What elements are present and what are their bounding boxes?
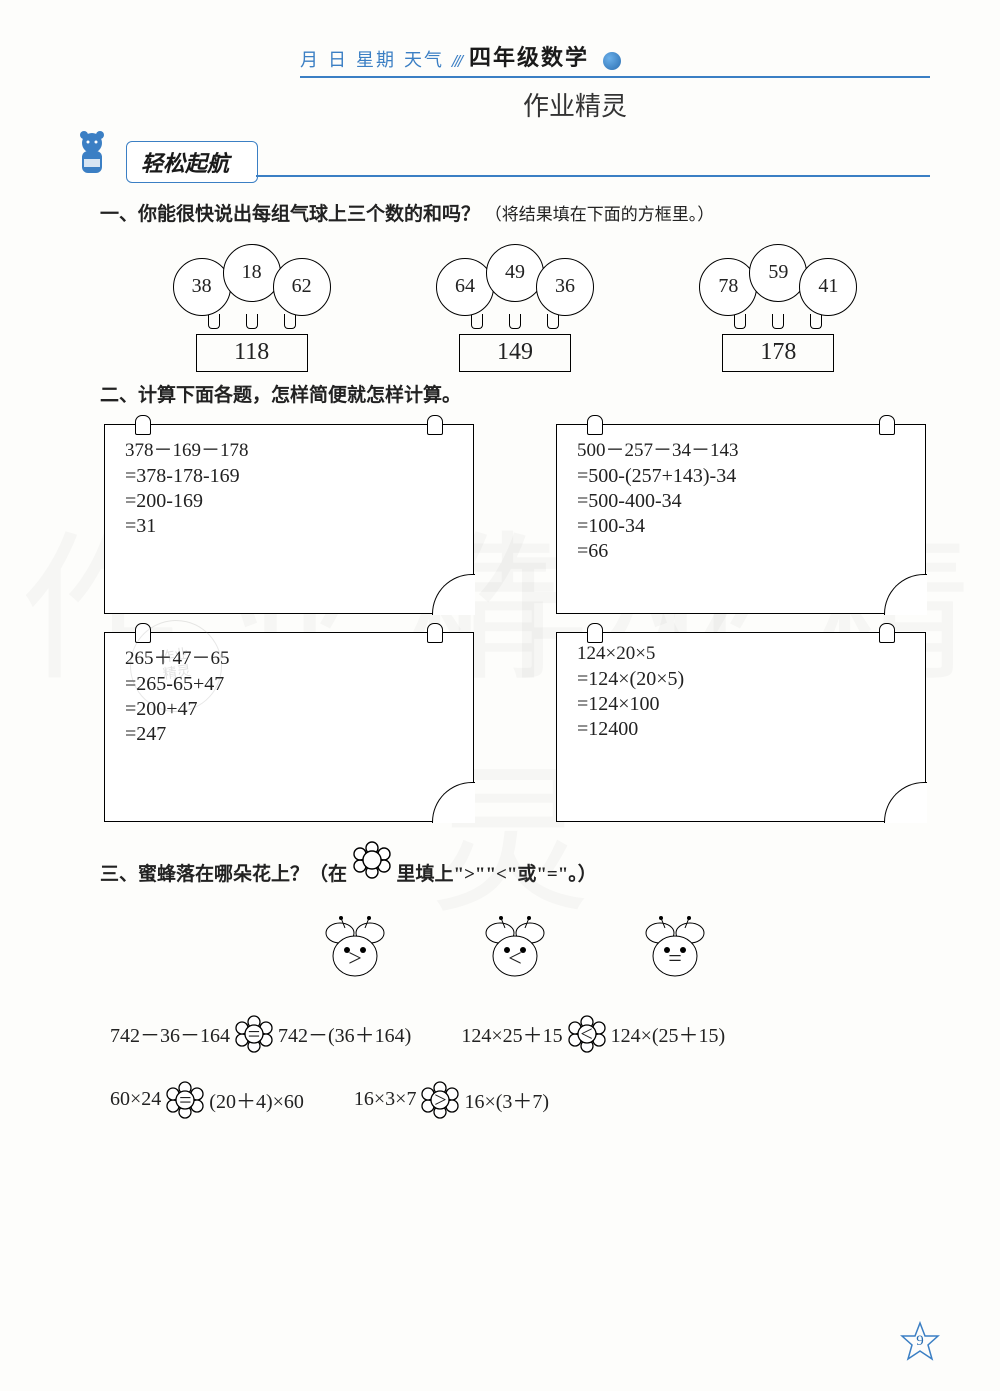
- header-subject: 四年级数学: [469, 40, 589, 72]
- q1-prompt-paren: （将结果填在下面的方框里。）: [485, 205, 715, 224]
- balloon-group: 78 59 41 178: [703, 244, 853, 372]
- comparison: 60×24 = (20＋4)×60: [110, 1080, 304, 1120]
- pin-icon: [427, 623, 443, 643]
- comp-line: 60×24 = (20＋4)×60 16×3×7 > 16×(3＋7): [110, 1080, 930, 1120]
- pin-icon: [879, 415, 895, 435]
- page: 作业精灵 作业精灵 月 日 星期 天气 /// 四年级数学 作业精灵 轻松起航 …: [0, 0, 1000, 1391]
- answer-box[interactable]: 118: [196, 334, 308, 372]
- pin-icon: [135, 415, 151, 435]
- balloon: 64: [436, 258, 494, 316]
- comparison: 124×25＋15 < 124×(25＋15): [461, 1014, 725, 1054]
- q3-prompt-pre: 三、蜜蜂落在哪朵花上？（在: [100, 864, 347, 885]
- comp-right: 16×(3＋7): [464, 1085, 549, 1114]
- pin-icon: [879, 623, 895, 643]
- q2-prompt: 二、计算下面各题，怎样简便就怎样计算。: [100, 382, 930, 411]
- balloon: 36: [536, 258, 594, 316]
- q1-prompt-main: 一、你能很快说出每组气球上三个数的和吗？: [100, 204, 480, 225]
- comp-left: 742－36－164: [110, 1019, 230, 1048]
- header-weekday: 星期: [356, 46, 396, 72]
- card-work[interactable]: =124×(20×5) =124×100 =12400: [577, 667, 909, 742]
- page-curl-icon: [884, 574, 927, 615]
- answer-box[interactable]: 149: [459, 334, 571, 372]
- balloon: 62: [273, 258, 331, 316]
- header-slashes: ///: [452, 51, 461, 72]
- stamp-line2: 精灵: [162, 664, 192, 685]
- comp-line: 742－36－164 = 742－(36＋164) 124×25＋15 < 12…: [110, 1014, 930, 1054]
- card-row-1: 378－169－178 =378-178-169 =200-169 =31 50…: [104, 424, 926, 614]
- card-row-2: 265＋47－65 =265-65+47 =200+47 =247 124×20…: [104, 632, 926, 822]
- balloon: 41: [799, 258, 857, 316]
- page-curl-icon: [884, 782, 927, 823]
- comparison: 16×3×7 > 16×(3＋7): [354, 1080, 549, 1120]
- bee-row: > < =: [100, 908, 930, 988]
- comp-symbol: =: [248, 1021, 260, 1047]
- header-month: 月: [300, 46, 320, 72]
- page-number-star: 9: [900, 1321, 940, 1361]
- balloon-group: 64 49 36 149: [440, 244, 590, 372]
- answer-box[interactable]: 178: [722, 334, 834, 372]
- comp-left: 60×24: [110, 1088, 161, 1111]
- bee-icon: >: [315, 908, 395, 988]
- comparison: 742－36－164 = 742－(36＋164): [110, 1014, 411, 1054]
- header-dot-icon: [603, 52, 621, 70]
- comp-right: 124×(25＋15): [611, 1019, 726, 1048]
- bee-icon: <: [475, 908, 555, 988]
- comparison-rows: 742－36－164 = 742－(36＋164) 124×25＋15 < 12…: [110, 1014, 930, 1120]
- card-work[interactable]: =500-(257+143)-34 =500-400-34 =100-34 =6…: [577, 464, 909, 564]
- flower-blank-icon: [352, 840, 392, 880]
- q1-prompt: 一、你能很快说出每组气球上三个数的和吗？ （将结果填在下面的方框里。）: [100, 201, 930, 230]
- page-curl-icon: [432, 782, 475, 823]
- comp-left: 16×3×7: [354, 1088, 417, 1111]
- q1-balloon-row: 38 18 62 118 64 49 36 149 78 59 41 178: [120, 244, 910, 372]
- page-curl-icon: [432, 574, 475, 615]
- bear-icon: [70, 129, 114, 183]
- section-header: 轻松起航: [70, 129, 930, 183]
- balloon: 38: [173, 258, 231, 316]
- card-problem: 124×20×5: [577, 643, 909, 665]
- q3-prompt: 三、蜜蜂落在哪朵花上？（在 里填上">""<"或"="。）: [100, 840, 930, 890]
- pin-icon: [587, 623, 603, 643]
- card-work[interactable]: =378-178-169 =200-169 =31: [125, 464, 457, 539]
- bee-icon: =: [635, 908, 715, 988]
- comp-left: 124×25＋15: [461, 1019, 562, 1048]
- bee-symbol: =: [635, 946, 715, 973]
- calc-card: 500－257－34－143 =500-(257+143)-34 =500-40…: [556, 424, 926, 614]
- card-problem: 378－169－178: [125, 435, 457, 462]
- flower-answer[interactable]: <: [567, 1014, 607, 1054]
- flower-answer[interactable]: =: [234, 1014, 274, 1054]
- page-number: 9: [916, 1333, 924, 1350]
- header-bar: 月 日 星期 天气 /// 四年级数学: [300, 40, 930, 78]
- handwritten-title: 作业精灵: [220, 86, 930, 123]
- pin-icon: [587, 415, 603, 435]
- comp-symbol: <: [580, 1021, 592, 1047]
- section-title-pill: 轻松起航: [126, 141, 258, 183]
- comp-right: 742－(36＋164): [278, 1019, 411, 1048]
- bee-symbol: <: [475, 946, 555, 973]
- balloon: 49: [486, 244, 544, 302]
- section-underline: [256, 175, 930, 177]
- card-problem: 500－257－34－143: [577, 435, 909, 462]
- header-weather: 天气: [404, 46, 444, 72]
- header-day: 日: [328, 46, 348, 72]
- balloon: 18: [223, 244, 281, 302]
- flower-answer[interactable]: >: [420, 1080, 460, 1120]
- pin-icon: [427, 415, 443, 435]
- q2-prompt-text: 二、计算下面各题，怎样简便就怎样计算。: [100, 385, 461, 406]
- comp-symbol: =: [179, 1087, 191, 1113]
- bee-symbol: >: [315, 946, 395, 973]
- q3-prompt-post: 里填上">""<"或"="。）: [397, 864, 597, 885]
- comp-symbol: >: [434, 1087, 446, 1113]
- balloon-group: 38 18 62 118: [177, 244, 327, 372]
- comp-right: (20＋4)×60: [209, 1085, 304, 1114]
- calc-card: 124×20×5 =124×(20×5) =124×100 =12400: [556, 632, 926, 822]
- flower-answer[interactable]: =: [165, 1080, 205, 1120]
- calc-card: 378－169－178 =378-178-169 =200-169 =31: [104, 424, 474, 614]
